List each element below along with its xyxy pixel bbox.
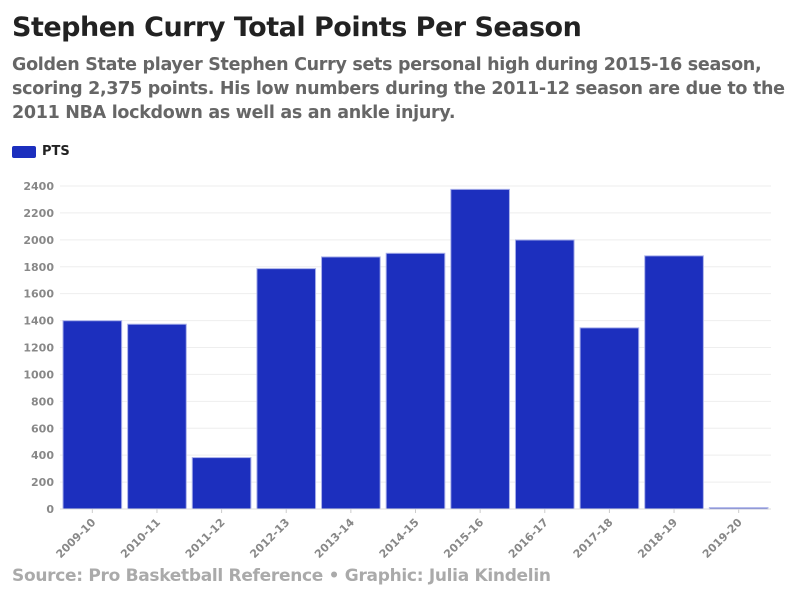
x-tick-label: 2018-19: [635, 516, 680, 561]
x-tick-label: 2009-10: [54, 516, 99, 561]
y-tick-label: 1000: [23, 368, 54, 381]
x-tick-label: 2012-13: [247, 516, 292, 561]
chart-subtitle: Golden State player Stephen Curry sets p…: [12, 55, 785, 123]
y-tick-label: 1200: [23, 342, 54, 355]
x-tick-label: 2019-20: [700, 516, 745, 561]
y-tick-label: 2200: [23, 207, 54, 220]
bar-2010-11: [127, 323, 187, 510]
y-tick-label: 1400: [23, 315, 54, 328]
x-tick-label: 2014-15: [377, 516, 422, 561]
y-tick-label: 400: [31, 449, 54, 462]
x-tick-label: 2017-18: [571, 516, 616, 561]
bar-2017-18: [579, 327, 640, 510]
y-tick-label: 200: [31, 476, 54, 489]
x-tick-label: 2015-16: [441, 516, 486, 561]
bar-2015-16: [450, 188, 510, 510]
legend-swatch: [12, 145, 36, 158]
bar-2014-15: [385, 252, 446, 510]
legend-label: PTS: [42, 144, 70, 159]
y-tick-label: 2400: [23, 180, 54, 193]
x-tick-label: 2010-11: [118, 516, 163, 561]
bar-2013-14: [321, 256, 381, 510]
source-note: Source: Pro Basketball Reference • Graph…: [12, 566, 551, 586]
y-tick-label: 800: [31, 395, 54, 408]
bar-2009-10: [62, 320, 123, 510]
bar-2011-12: [191, 457, 252, 510]
y-tick-label: 0: [46, 503, 54, 516]
bar-2012-13: [256, 268, 317, 510]
y-tick-label: 600: [31, 422, 54, 435]
legend: PTS: [12, 144, 70, 159]
x-tick-label: 2016-17: [506, 516, 551, 561]
chart-title: Stephen Curry Total Points Per Season: [12, 12, 582, 43]
bar-2018-19: [644, 255, 704, 510]
x-tick-label: 2013-14: [312, 516, 357, 561]
y-tick-label: 1800: [23, 261, 54, 274]
y-tick-label: 1600: [23, 288, 54, 301]
bar-2016-17: [514, 239, 575, 510]
y-tick-label: 2000: [23, 234, 54, 247]
x-tick-label: 2011-12: [183, 516, 228, 561]
